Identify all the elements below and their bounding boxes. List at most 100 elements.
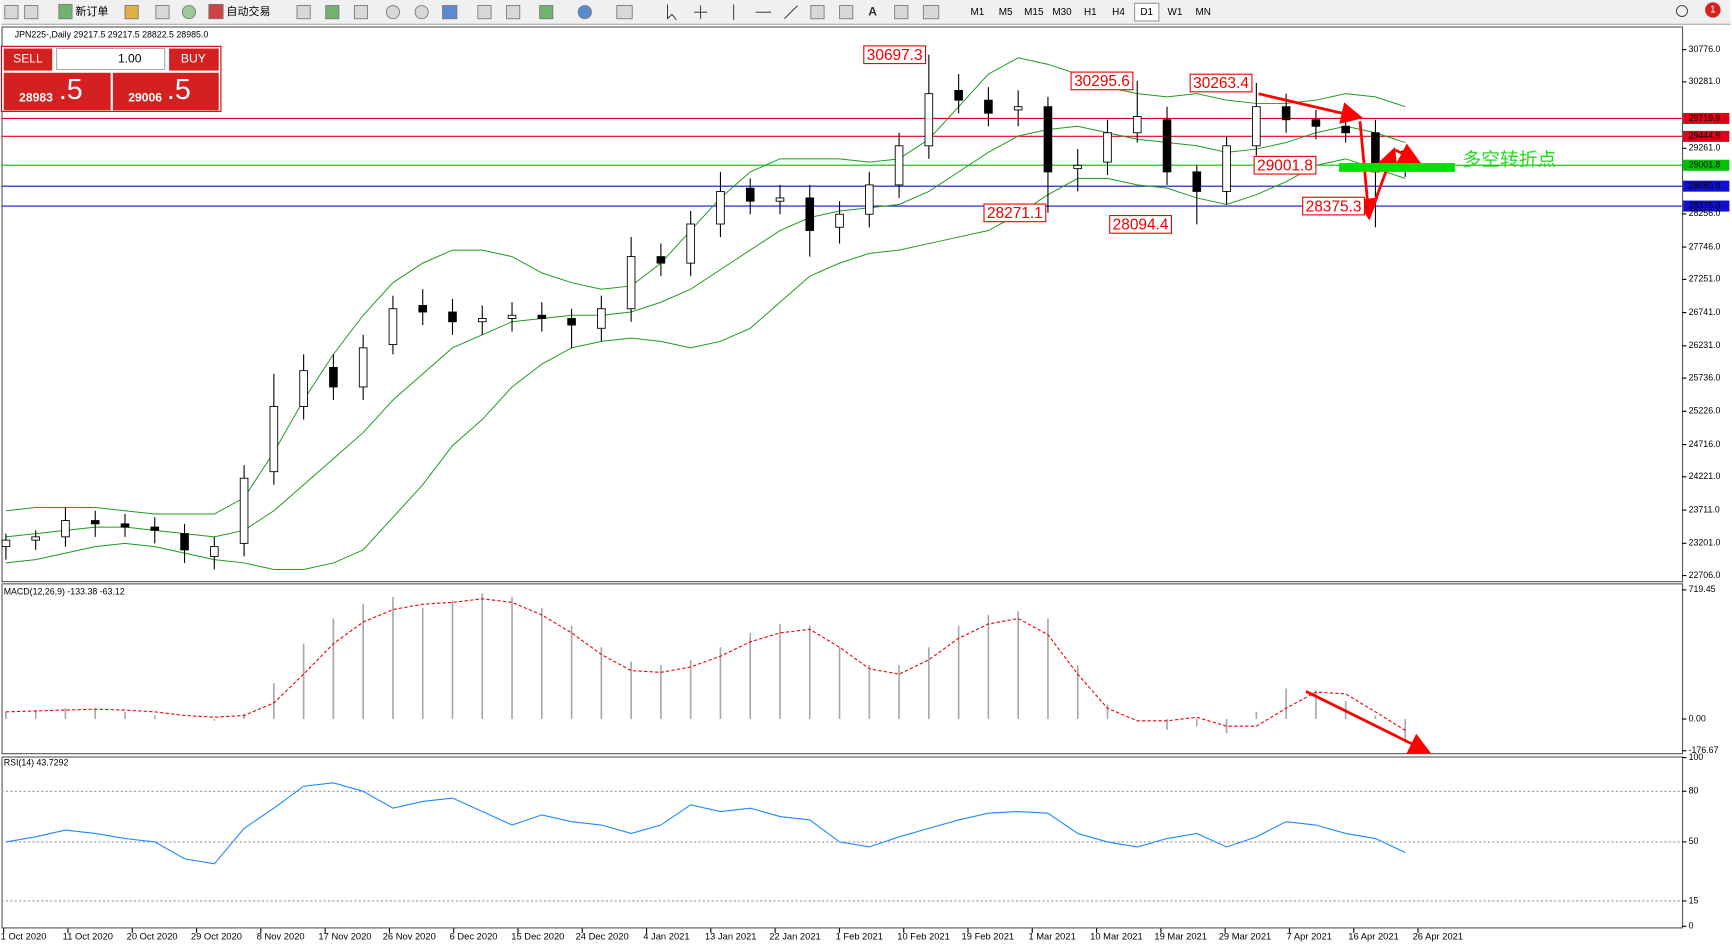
buy-label[interactable]: BUY bbox=[181, 52, 206, 66]
candle-body bbox=[954, 89, 963, 101]
x-tick-label: 1 Feb 2021 bbox=[836, 932, 883, 942]
icon[interactable] bbox=[442, 5, 458, 20]
candle-body bbox=[299, 370, 308, 407]
icon[interactable] bbox=[124, 5, 139, 20]
x-tick-label: 19 Mar 2021 bbox=[1154, 932, 1207, 942]
chart-title: JPN225-,Daily 29217.5 29217.5 28822.5 28… bbox=[15, 30, 209, 40]
y-tick-label: 26231.0 bbox=[1689, 340, 1721, 350]
timeframe[interactable]: M15 bbox=[1024, 7, 1044, 18]
ask-small: 29006 bbox=[128, 90, 162, 104]
annotation-box bbox=[1253, 155, 1317, 175]
candle-body bbox=[507, 314, 517, 319]
y-tick-label: 0.00 bbox=[1689, 713, 1706, 723]
icon[interactable] bbox=[693, 5, 708, 19]
macd-bar bbox=[392, 596, 394, 720]
candle-body bbox=[865, 184, 874, 215]
x-tick-label: 16 Apr 2021 bbox=[1348, 932, 1398, 942]
timeframe[interactable]: M1 bbox=[970, 7, 984, 18]
lot-value[interactable]: 1.00 bbox=[118, 52, 142, 66]
timeframe[interactable]: M30 bbox=[1052, 7, 1072, 18]
x-tick-label: 6 Dec 2020 bbox=[450, 932, 498, 942]
timeframe[interactable]: W1 bbox=[1168, 7, 1183, 18]
macd-bar bbox=[749, 632, 752, 720]
y-tick-label: 15 bbox=[1689, 895, 1699, 905]
bid-box[interactable] bbox=[3, 72, 111, 111]
icon[interactable] bbox=[477, 5, 492, 20]
y-tick-label: 29261.0 bbox=[1689, 143, 1721, 153]
candle-body bbox=[835, 213, 844, 228]
macd-bar bbox=[362, 604, 365, 720]
notification-badge[interactable] bbox=[1705, 2, 1721, 18]
macd-bar bbox=[1166, 719, 1168, 730]
timeframe[interactable]: H4 bbox=[1112, 7, 1125, 18]
icon[interactable] bbox=[325, 5, 340, 20]
timeframe[interactable]: H1 bbox=[1084, 7, 1097, 18]
turning-zone bbox=[1339, 163, 1455, 172]
annotation-box bbox=[983, 203, 1047, 223]
candle-body bbox=[656, 256, 666, 264]
drawn-arrows bbox=[1258, 92, 1432, 754]
rsi-line bbox=[5, 782, 1406, 865]
candle-body bbox=[329, 366, 338, 388]
candle-body bbox=[31, 536, 40, 541]
icon[interactable] bbox=[577, 5, 592, 20]
icon[interactable] bbox=[58, 3, 73, 20]
macd-bar bbox=[957, 625, 960, 720]
macd-bar bbox=[1315, 690, 1317, 720]
search-icon[interactable] bbox=[1676, 5, 1688, 17]
icon[interactable] bbox=[296, 5, 311, 20]
text-tool[interactable]: A bbox=[868, 4, 877, 18]
toolbar-icons bbox=[4, 2, 1721, 21]
buy-button[interactable] bbox=[169, 48, 219, 71]
annotation-box bbox=[863, 45, 927, 65]
x-tick-label: 4 Jan 2021 bbox=[643, 932, 689, 942]
candle-body bbox=[1013, 106, 1023, 111]
sell-button[interactable] bbox=[3, 48, 53, 71]
y-tick-label: 27251.0 bbox=[1689, 274, 1721, 284]
auto-trading[interactable]: 自动交易 bbox=[226, 4, 270, 18]
macd-bar bbox=[302, 643, 305, 720]
icon[interactable] bbox=[4, 5, 19, 20]
candle-body bbox=[61, 520, 70, 538]
candle-body bbox=[626, 256, 636, 310]
y-tick-label: 30776.0 bbox=[1689, 44, 1721, 54]
ask-box[interactable] bbox=[112, 72, 219, 111]
macd-bar bbox=[213, 719, 216, 721]
icon[interactable] bbox=[414, 5, 429, 20]
macd-bar bbox=[987, 614, 990, 720]
macd-bar bbox=[481, 593, 484, 720]
x-tick-label: 26 Nov 2020 bbox=[383, 932, 436, 942]
icon[interactable] bbox=[208, 3, 224, 20]
y-tick-label: 24221.0 bbox=[1689, 471, 1721, 481]
icon[interactable] bbox=[155, 5, 170, 20]
icon[interactable] bbox=[839, 5, 854, 20]
icon[interactable] bbox=[922, 5, 940, 20]
macd-bar bbox=[719, 647, 722, 720]
icon[interactable] bbox=[353, 5, 369, 20]
icon[interactable] bbox=[539, 5, 554, 20]
icon[interactable] bbox=[181, 5, 197, 20]
timeframe[interactable]: D1 bbox=[1140, 7, 1153, 18]
icon[interactable] bbox=[385, 5, 401, 20]
icon[interactable] bbox=[616, 5, 633, 20]
macd-bar bbox=[689, 659, 692, 720]
annotation: 30263.4 bbox=[1193, 75, 1249, 92]
lot-input[interactable] bbox=[56, 47, 166, 71]
icon[interactable] bbox=[667, 4, 677, 21]
x-tick-label: 29 Oct 2020 bbox=[191, 932, 242, 942]
axes: 29719.9 29444.9 29001.8 28680.9 28375.3 30776… bbox=[1, 44, 1730, 942]
toolbar bbox=[1, 0, 1731, 25]
icon[interactable] bbox=[894, 5, 909, 20]
timeframe[interactable]: M5 bbox=[999, 7, 1013, 18]
bollinger-middle bbox=[5, 125, 1406, 538]
y-tick-label: 24716.0 bbox=[1689, 439, 1721, 449]
timeframe[interactable]: MN bbox=[1195, 7, 1210, 18]
new-order[interactable]: 新订单 bbox=[75, 4, 108, 18]
icon[interactable] bbox=[810, 5, 825, 20]
icon[interactable] bbox=[506, 5, 521, 20]
icon[interactable] bbox=[733, 4, 798, 20]
sell-label[interactable]: SELL bbox=[13, 52, 43, 66]
macd-bar bbox=[660, 665, 662, 720]
x-tick-label: 1 Mar 2021 bbox=[1028, 932, 1075, 942]
icon[interactable] bbox=[24, 5, 39, 20]
